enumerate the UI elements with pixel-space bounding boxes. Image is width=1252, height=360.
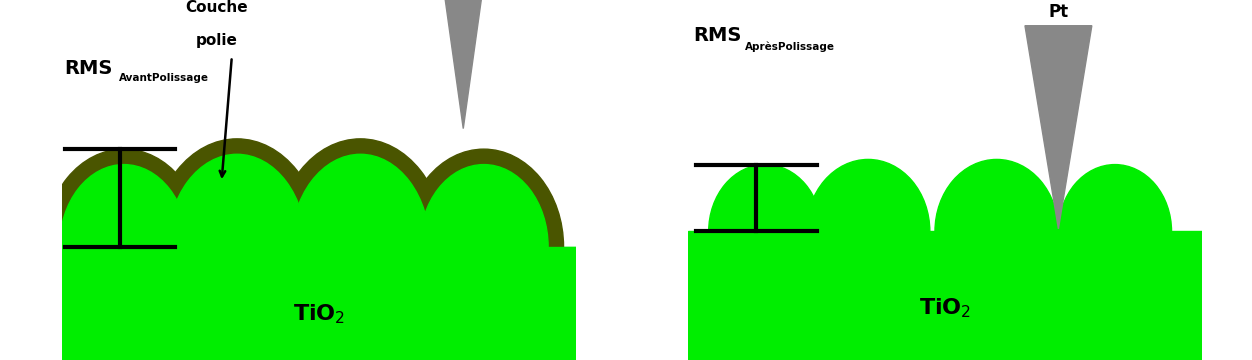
Polygon shape (1025, 26, 1092, 229)
Text: RMS: RMS (694, 26, 741, 45)
Ellipse shape (1058, 165, 1172, 298)
Text: Pt: Pt (1048, 3, 1068, 21)
Text: AvantPolissage: AvantPolissage (119, 73, 209, 83)
Bar (63, 247, 576, 360)
Ellipse shape (404, 149, 563, 345)
Ellipse shape (709, 165, 821, 298)
Ellipse shape (419, 165, 548, 329)
Bar (689, 231, 1202, 360)
Bar (63, 247, 576, 360)
Text: Couche: Couche (185, 0, 248, 15)
Text: AprèsPolissage: AprèsPolissage (745, 41, 835, 51)
Polygon shape (446, 0, 481, 129)
Text: polie: polie (195, 33, 238, 49)
Ellipse shape (168, 154, 307, 339)
Ellipse shape (806, 159, 930, 303)
Ellipse shape (275, 139, 446, 355)
Text: TiO$_2$: TiO$_2$ (293, 302, 346, 325)
Text: TiO$_2$: TiO$_2$ (919, 297, 972, 320)
Text: RMS: RMS (65, 59, 113, 78)
Ellipse shape (935, 159, 1058, 303)
Ellipse shape (44, 149, 204, 345)
Ellipse shape (60, 165, 188, 329)
Ellipse shape (290, 154, 429, 339)
Ellipse shape (151, 139, 322, 355)
